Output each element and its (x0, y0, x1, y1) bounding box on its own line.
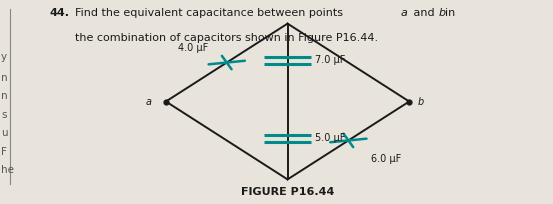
Text: y: y (1, 52, 7, 62)
Text: 44.: 44. (50, 8, 70, 18)
Text: n: n (1, 91, 8, 101)
Text: Find the equivalent capacitance between points: Find the equivalent capacitance between … (75, 8, 343, 18)
Text: he: he (1, 164, 14, 174)
Text: b: b (418, 97, 424, 107)
Text: u: u (1, 128, 8, 137)
Text: 4.0 μF: 4.0 μF (179, 43, 208, 53)
Text: F: F (1, 146, 7, 156)
Text: and: and (410, 8, 439, 18)
Text: s: s (1, 109, 7, 119)
Text: b: b (439, 8, 446, 18)
Text: 7.0 μF: 7.0 μF (315, 55, 346, 65)
Text: 5.0 μF: 5.0 μF (315, 133, 346, 143)
Text: the combination of capacitors shown in Figure P16.44.: the combination of capacitors shown in F… (75, 33, 378, 43)
Text: in: in (445, 8, 456, 18)
Text: a: a (401, 8, 408, 18)
Text: FIGURE P16.44: FIGURE P16.44 (241, 186, 334, 196)
Text: a: a (146, 97, 152, 107)
Text: 6.0 μF: 6.0 μF (371, 153, 401, 163)
Text: n: n (1, 73, 8, 82)
